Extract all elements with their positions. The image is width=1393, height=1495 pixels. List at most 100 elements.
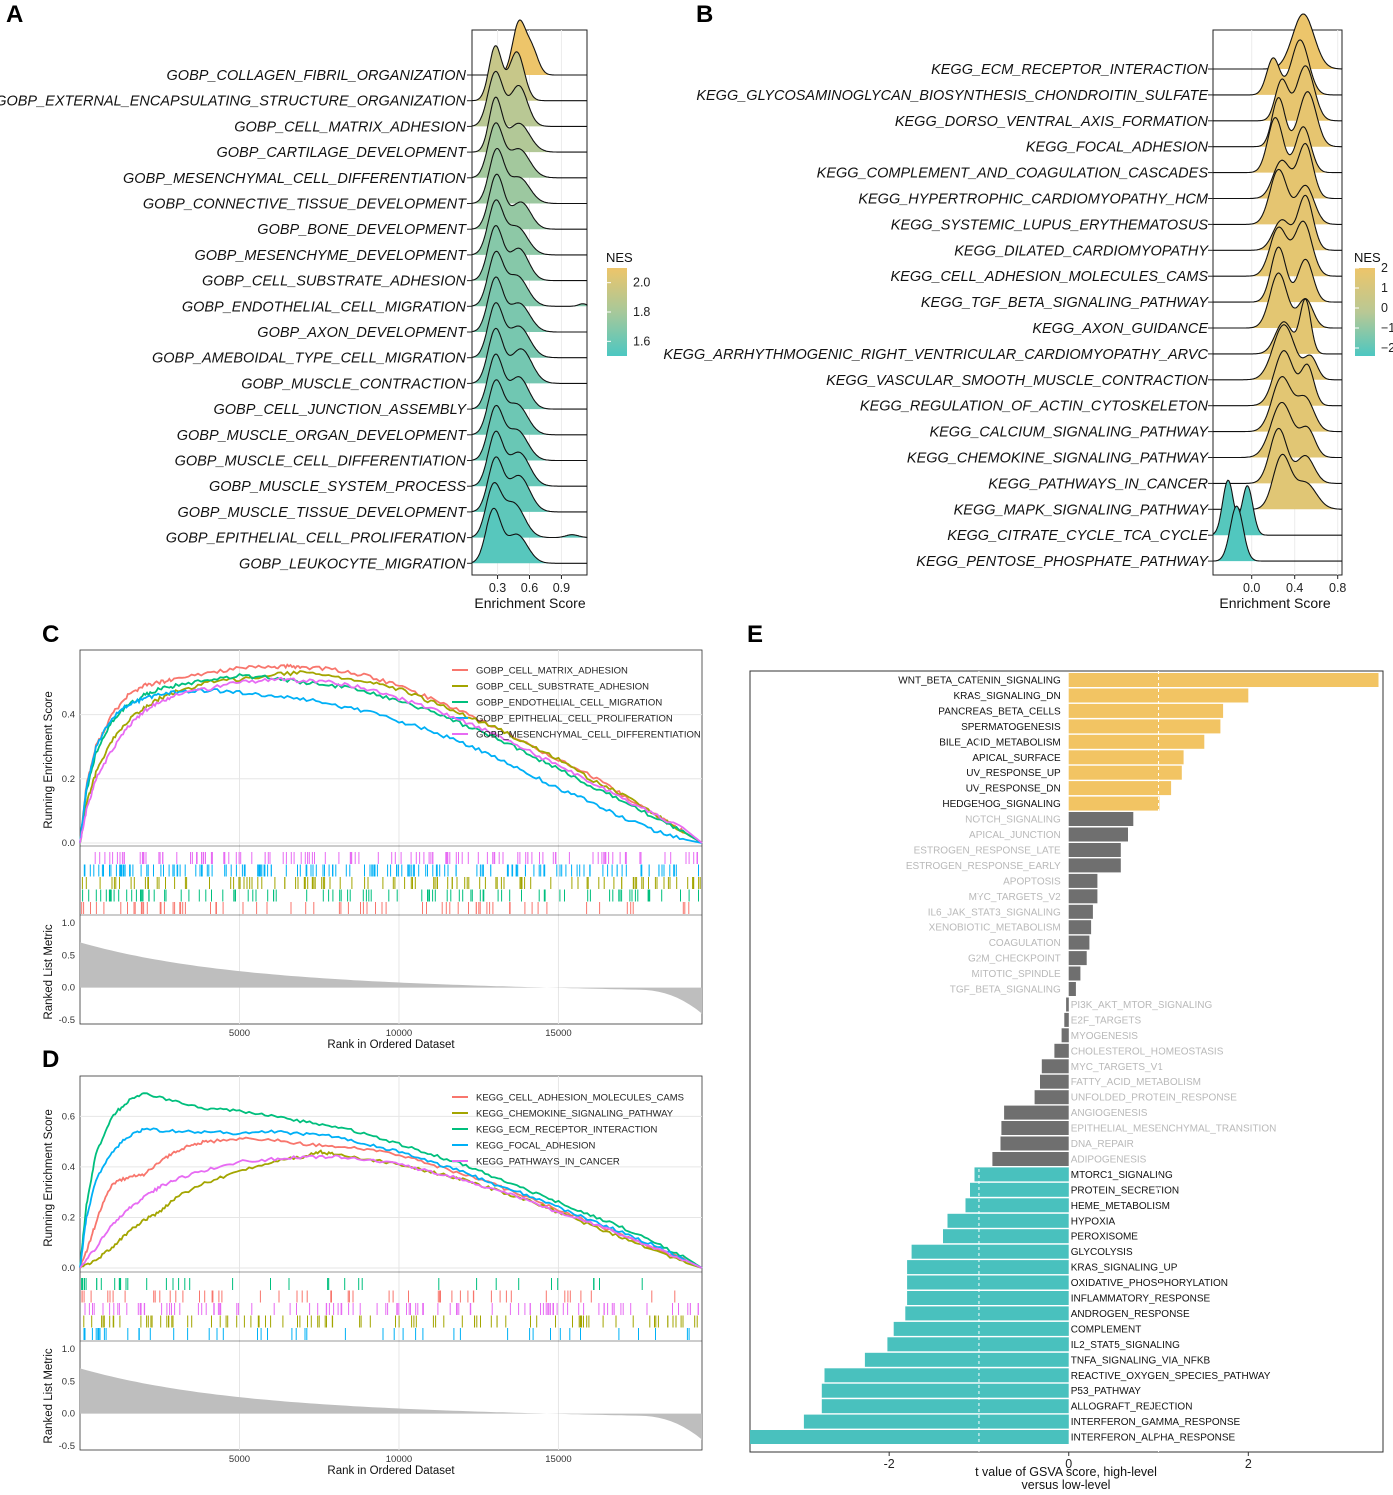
legend-label: KEGG_ECM_RECEPTOR_INTERACTION [476,1125,658,1136]
y-tick-label: 0.2 [62,774,75,785]
panel-c-ylabel: Running Enrichment Score [43,691,55,828]
ridge-fill [1213,376,1342,432]
bar-label: HEDGEHOG_SIGNALING [942,799,1061,810]
ridge-outline [1213,324,1342,381]
bar [864,1352,1069,1367]
bar-label: COMPLEMENT [1071,1324,1142,1335]
hit-marks [83,1315,698,1328]
term-label: GOBP_AXON_DEVELOPMENT [257,325,467,341]
panel-d-ylabel-metric: Ranked List Metric [43,1348,55,1443]
x-tick-label: 10000 [386,1454,412,1465]
ridge-outline [1213,117,1342,174]
metric-tick-label: -0.5 [59,1441,75,1452]
bar [1034,1090,1069,1105]
ridge-fill [472,508,587,564]
legend-label: GOBP_ENDOTHELIAL_CELL_MIGRATION [476,698,662,709]
panel-a-legend-colorbar [607,268,627,356]
legend-label: KEGG_FOCAL_ADHESION [476,1141,595,1152]
hit-marks [83,864,699,877]
y-tick-label: 0.2 [62,1212,75,1223]
ridge-fill [1213,324,1342,380]
ridge-fill [1213,506,1342,562]
bar [1068,750,1184,765]
term-label: GOBP_MUSCLE_ORGAN_DEVELOPMENT [177,428,467,444]
ridge-outline [1213,194,1342,251]
x-tick-label: -2 [884,1457,895,1471]
ridge-outline [471,225,587,282]
term-label: KEGG_ARRHYTHMOGENIC_RIGHT_VENTRICULAR_CA… [663,347,1208,363]
bar [1068,858,1121,873]
metric-tick-label: 0.0 [62,983,75,994]
bar [1061,1028,1069,1043]
bar-label: WNT_BETA_CATENIN_SIGNALING [898,676,1061,687]
bar-label: E2F_TARGETS [1071,1015,1142,1026]
x-tick-label: 0.6 [521,581,538,595]
bar-label: MTORC1_SIGNALING [1071,1170,1173,1181]
ridge-outline [1213,168,1342,225]
term-label: GOBP_MESENCHYME_DEVELOPMENT [194,248,467,264]
bar [907,1291,1069,1305]
legend-tick-label: 2.0 [633,276,650,290]
legend-label: KEGG_CHEMOKINE_SIGNALING_PATHWAY [476,1109,674,1120]
panel-letter-c: C [42,621,59,648]
bar-label: SPERMATOGENESIS [961,722,1061,733]
bar [824,1368,1069,1383]
bar-label: P53_PATHWAY [1071,1386,1142,1397]
legend-label: GOBP_EPITHELIAL_CELL_PROLIFERATION [476,714,673,725]
series-line [79,676,703,844]
metric-tick-label: -0.5 [59,1015,75,1026]
x-tick-label: 15000 [545,1028,571,1039]
legend-tick-label: 1 [1381,281,1388,295]
ridge-outline [471,482,588,539]
ridge-outline [471,122,587,179]
term-label: GOBP_EPITHELIAL_CELL_PROLIFERATION [166,531,467,547]
ridge-outline [1213,142,1342,200]
x-tick-label: 5000 [229,1028,250,1039]
legend-tick-label: 1.6 [633,334,650,348]
ridge-outline [1212,505,1342,562]
bar-label: INTERFERON_GAMMA_RESPONSE [1071,1417,1241,1428]
panel-a-legend-title: NES [606,250,633,265]
ridge-outline [471,302,587,359]
bar-label: KRAS_SIGNALING_DN [953,691,1060,702]
term-label: KEGG_CALCIUM_SIGNALING_PATHWAY [929,425,1209,441]
bar [803,1414,1069,1429]
bar-label: ESTROGEN_RESPONSE_EARLY [906,861,1061,872]
panel-letter-d: D [42,1046,59,1073]
bar [1040,1074,1069,1089]
x-tick-label: 0.4 [1286,581,1303,595]
ridge-outline [471,404,587,462]
legend-tick-label: −2 [1381,341,1393,355]
bar [970,1182,1069,1197]
term-label: GOBP_CONNECTIVE_TISSUE_DEVELOPMENT [143,197,467,213]
panel-e-xlabel: t value of GSVA score, high-level [975,1465,1157,1479]
ridge-fill [1213,350,1342,406]
ridge-outline [1213,65,1342,122]
ridge-outline [471,353,587,410]
x-tick-label: 0.0 [1243,581,1260,595]
bar [893,1321,1069,1336]
y-tick-label: 0.6 [62,1111,75,1122]
bar-label: ANGIOGENESIS [1071,1108,1148,1119]
hit-marks [81,902,690,914]
legend-label: GOBP_CELL_SUBSTRATE_ADHESION [476,682,649,693]
bar-label: UNFOLDED_PROTEIN_RESPONSE [1071,1093,1237,1104]
ridge-outline [471,456,587,513]
hit-marks [94,852,698,864]
bar [1068,734,1205,749]
bar [887,1337,1069,1352]
bar-label: PROTEIN_SECRETION [1071,1185,1179,1196]
panel-b-xlabel: Enrichment Score [1219,595,1330,611]
panel-c-gsea-plot: GOBP_CELL_MATRIX_ADHESION GOBP_CELL_SUBST… [59,649,703,1039]
bar [1000,1136,1069,1151]
bar [907,1275,1069,1290]
bar-label: APICAL_JUNCTION [969,830,1061,841]
x-tick-label: 2 [1245,1457,1252,1471]
bar [1068,873,1098,888]
bar-label: FATTY_ACID_METABOLISM [1071,1077,1201,1088]
bar-label: INFLAMMATORY_RESPONSE [1071,1294,1211,1305]
panel-letter-a: A [6,1,23,28]
panel-c-xlabel: Rank in Ordered Dataset [327,1039,455,1051]
ridge-outline [1212,479,1342,536]
panel-b-nes-legend: NES 2 1 0 −1 −2 [1354,250,1393,356]
